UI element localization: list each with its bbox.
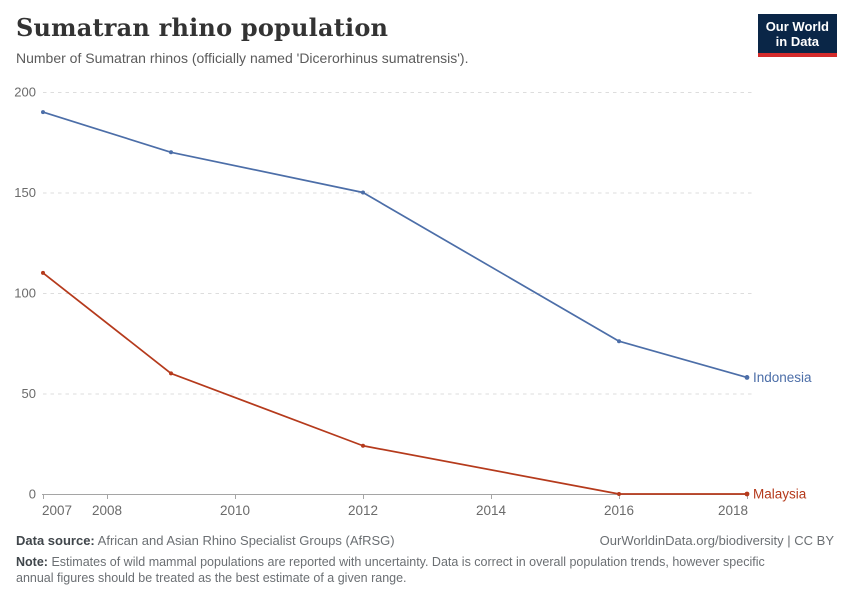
logo-text-line2: in Data: [775, 34, 820, 49]
data-point-indonesia: [169, 150, 173, 155]
y-tick-label: 0: [29, 487, 36, 502]
data-point-indonesia: [361, 190, 365, 195]
data-point-malaysia: [361, 443, 365, 448]
x-tick-label: 2012: [348, 503, 378, 518]
x-tick-label: 2008: [92, 503, 122, 518]
x-tick-label: 2018: [718, 503, 748, 518]
data-point-indonesia: [617, 339, 621, 344]
note-text: Estimates of wild mammal populations are…: [16, 555, 765, 586]
series-label-indonesia: Indonesia: [753, 370, 812, 385]
chart-header: Sumatran rhino population Number of Suma…: [16, 14, 837, 67]
y-tick-label: 150: [14, 185, 36, 200]
series-line-malaysia: [42, 272, 748, 495]
y-tick-label: 200: [14, 85, 36, 100]
x-tick-label: 2016: [604, 503, 634, 518]
logo-text-line1: Our World: [765, 19, 829, 34]
note-label: Note:: [16, 555, 48, 569]
data-point-malaysia: [744, 491, 750, 497]
chart-footer: Data source: African and Asian Rhino Spe…: [16, 533, 834, 587]
data-source-label: Data source:: [16, 533, 95, 548]
x-tick-label: 2007: [42, 503, 72, 518]
series-line-indonesia: [42, 111, 748, 379]
data-point-malaysia: [617, 492, 621, 496]
y-tick-label: 100: [14, 286, 36, 301]
x-tick-label: 2010: [220, 503, 250, 518]
data-point-malaysia: [169, 371, 173, 376]
y-tick-label: 50: [22, 386, 36, 401]
owid-logo: Our World in Data: [757, 14, 837, 57]
chart-note: Note: Estimates of wild mammal populatio…: [16, 554, 796, 587]
data-point-indonesia: [41, 110, 45, 115]
page-title: Sumatran rhino population: [16, 13, 389, 42]
data-source-value: African and Asian Rhino Specialist Group…: [97, 533, 395, 548]
source-row: Data source: African and Asian Rhino Spe…: [16, 533, 834, 548]
data-source: Data source: African and Asian Rhino Spe…: [16, 533, 395, 548]
x-tick-label: 2014: [476, 503, 507, 518]
attribution-link: OurWorldinData.org/biodiversity | CC BY: [599, 533, 834, 548]
data-point-malaysia: [41, 270, 45, 275]
chart-subtitle: Number of Sumatran rhinos (officially na…: [16, 50, 469, 66]
data-point-indonesia: [744, 375, 750, 380]
series-label-malaysia: Malaysia: [753, 487, 807, 502]
